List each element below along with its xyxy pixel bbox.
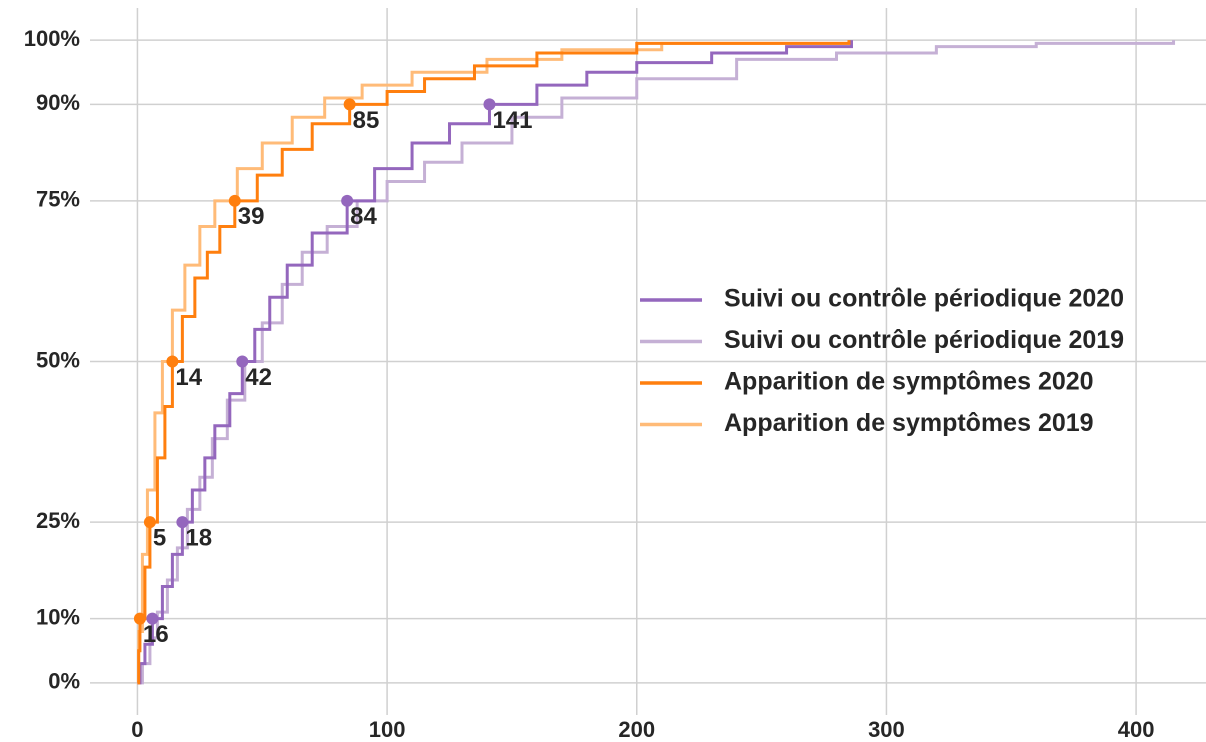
- y-tick-label: 90%: [36, 90, 80, 115]
- step-line: [137, 40, 853, 685]
- percentile-label: 141: [492, 107, 532, 134]
- step-line: [137, 40, 851, 685]
- y-tick-label: 0%: [48, 669, 80, 694]
- percentile-marker: [166, 355, 179, 368]
- x-tick-label: 0: [131, 717, 143, 742]
- percentile-marker: [176, 516, 189, 529]
- percentile-label: 18: [185, 525, 212, 552]
- percentile-label: 84: [350, 203, 377, 230]
- percentile-marker: [341, 194, 354, 207]
- legend-label: Suivi ou contrôle périodique 2019: [724, 326, 1124, 354]
- percentile-marker: [146, 612, 159, 625]
- percentile-label: 39: [238, 203, 265, 230]
- percentile-label: 85: [353, 107, 380, 134]
- y-tick-label: 10%: [36, 604, 80, 629]
- percentile-marker: [343, 98, 356, 111]
- legend-label: Suivi ou contrôle périodique 2020: [724, 285, 1124, 313]
- y-tick-label: 75%: [36, 187, 80, 212]
- percentile-label: 6: [155, 621, 168, 648]
- x-tick-label: 300: [868, 717, 905, 742]
- step-line: [137, 40, 1176, 685]
- x-tick-label: 200: [618, 717, 655, 742]
- percentile-label: 14: [175, 364, 202, 391]
- y-tick-label: 50%: [36, 347, 80, 372]
- percentile-label: 1: [143, 621, 156, 648]
- percentile-marker: [228, 194, 241, 207]
- x-tick-label: 400: [1118, 717, 1155, 742]
- percentile-marker: [133, 612, 146, 625]
- y-tick-label: 25%: [36, 508, 80, 533]
- percentile-marker: [483, 98, 496, 111]
- legend-label: Apparition de symptômes 2020: [724, 368, 1094, 396]
- legend-label: Apparition de symptômes 2019: [724, 409, 1094, 437]
- percentile-label: 42: [245, 364, 272, 391]
- percentile-marker: [143, 516, 156, 529]
- percentile-label: 5: [153, 525, 166, 552]
- x-tick-label: 100: [369, 717, 406, 742]
- y-tick-label: 100%: [24, 26, 80, 51]
- percentile-marker: [236, 355, 249, 368]
